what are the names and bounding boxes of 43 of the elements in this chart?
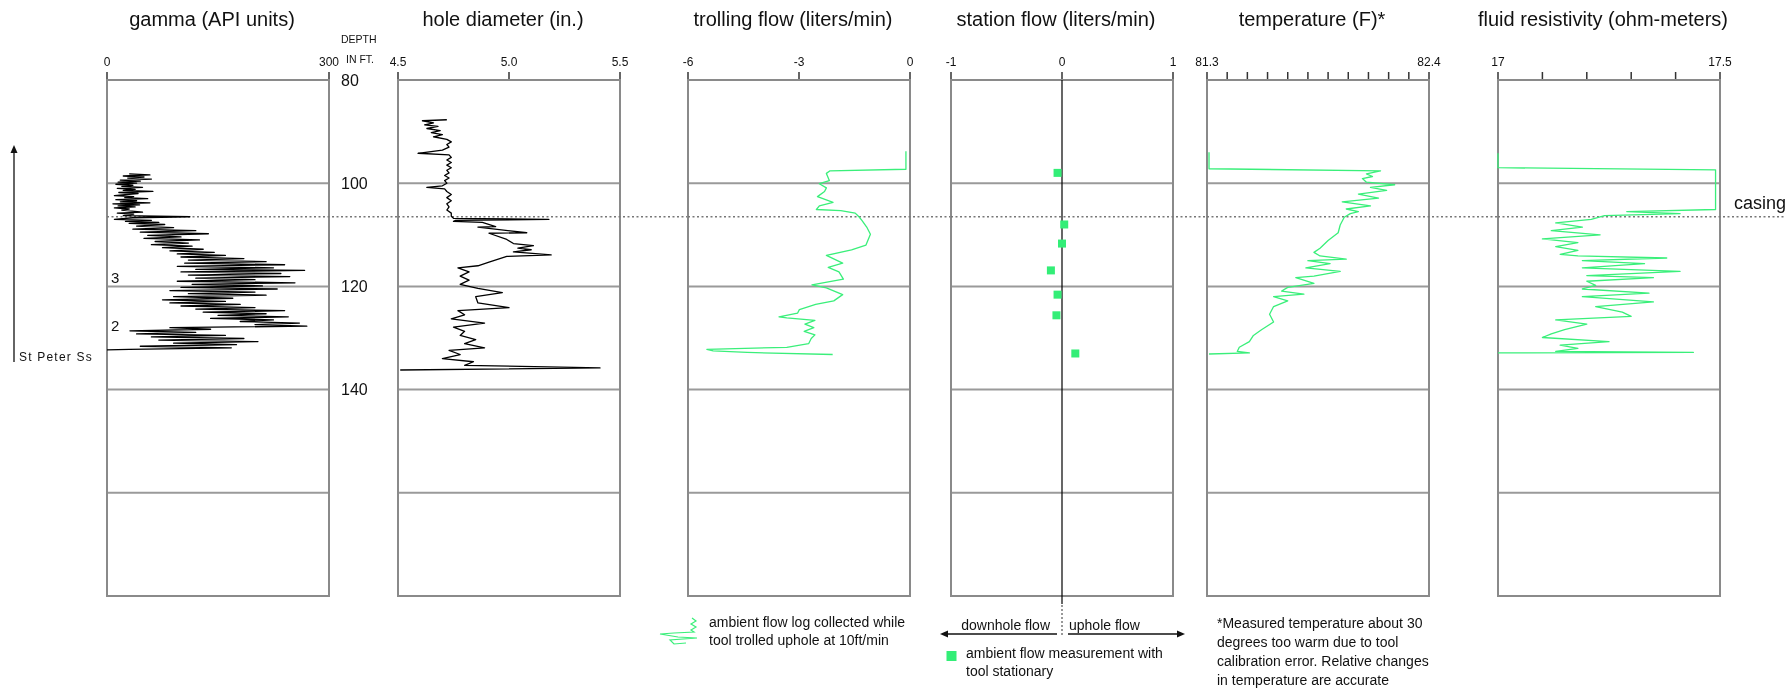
- x-tick-label: 17.5: [1708, 55, 1732, 69]
- chart-title: station flow (liters/min): [956, 8, 1156, 30]
- x-tick-label: 82.4: [1417, 55, 1441, 69]
- chart-title: temperature (F)*: [1238, 8, 1386, 30]
- chart-title: gamma (API units): [129, 8, 295, 30]
- point: [1060, 220, 1069, 229]
- annotation: 3: [111, 268, 120, 286]
- x-tick-label: 4.5: [389, 55, 407, 69]
- chart-title: trolling flow (liters/min): [693, 8, 893, 30]
- point: [1046, 266, 1055, 275]
- line-series: [106, 173, 308, 351]
- point: [1053, 290, 1062, 299]
- x-tick-label: 81.3: [1195, 55, 1219, 69]
- x-tick-label: -6: [682, 55, 694, 69]
- x-tick-label: 5.0: [500, 55, 518, 69]
- text: *Measured temperature about 30 degrees too warm due to tool calibration error. Relative changes in temperature are accurate: [1217, 615, 1433, 688]
- x-tick-label: 5.5: [611, 55, 629, 69]
- x-tick-label: 1: [1169, 55, 1177, 69]
- y-tick-label: 80: [341, 71, 359, 89]
- legend-label: ambient flow measurement with tool stationary: [966, 645, 1167, 679]
- x-tick-label: 0: [103, 55, 111, 69]
- chart-title: fluid resistivity (ohm-meters): [1477, 8, 1729, 30]
- x-tick-label: 0: [906, 55, 914, 69]
- text: downhole flow: [961, 617, 1051, 633]
- x-tick-label: 17: [1491, 55, 1505, 69]
- ref-line-label: casing: [1733, 192, 1786, 213]
- text: uphole flow: [1069, 617, 1141, 633]
- x-tick-label: -3: [793, 55, 805, 69]
- x-tick-label: 300: [318, 55, 340, 69]
- x-tick-label: 0: [1058, 55, 1066, 69]
- annotation: 2: [111, 316, 120, 334]
- chart-title: hole diameter (in.): [422, 8, 584, 30]
- y-tick-label: 140: [341, 381, 368, 399]
- y-tick-label: 100: [341, 174, 368, 192]
- point: [1052, 311, 1061, 320]
- point: [1071, 349, 1080, 358]
- point: [1058, 239, 1066, 248]
- legend-label: ambient flow log collected while tool trolled uphole at 10ft/min: [709, 614, 909, 648]
- text: St Peter Ss: [19, 350, 93, 364]
- point: [1053, 168, 1062, 177]
- x-tick-label: -1: [945, 55, 957, 69]
- y-tick-label: 120: [341, 277, 368, 295]
- y-axis-title: DEPTH IN FT.: [341, 33, 380, 65]
